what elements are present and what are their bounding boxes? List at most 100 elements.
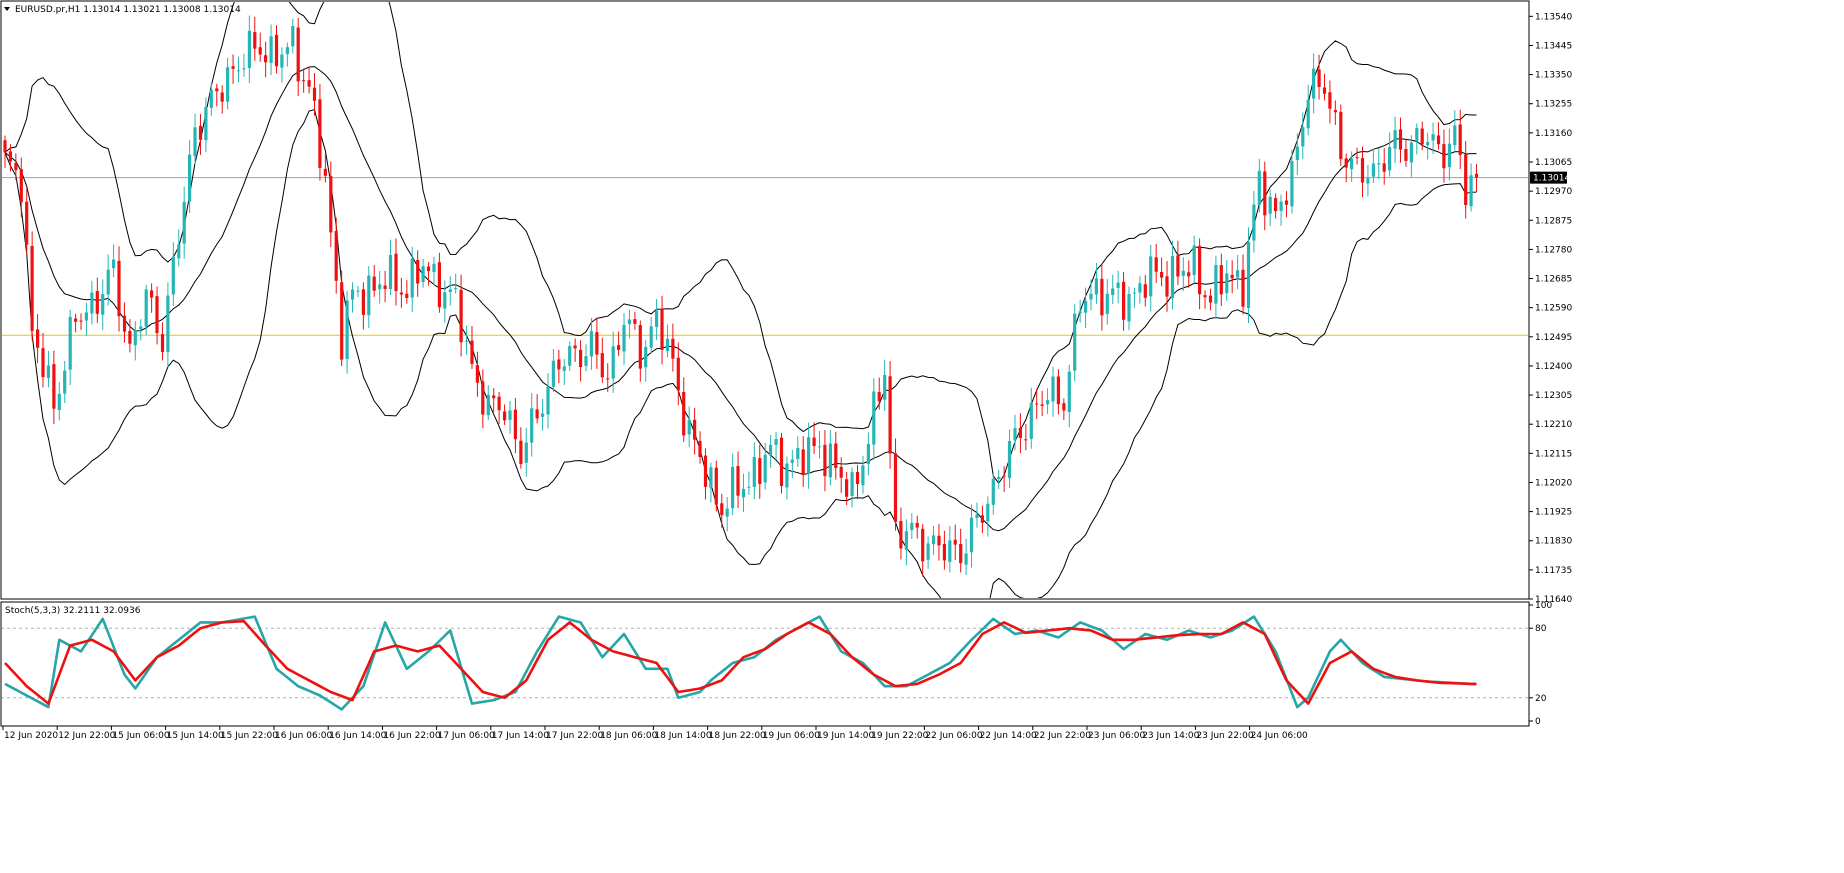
candle <box>530 408 534 443</box>
time-tick-label: 15 Jun 22:00 <box>221 731 278 741</box>
price-tick-label: 1.13540 <box>1535 12 1572 22</box>
candle <box>1415 128 1419 142</box>
candle <box>1404 149 1408 161</box>
candle <box>177 244 181 259</box>
candle <box>812 437 816 447</box>
candle <box>535 409 539 419</box>
candle <box>779 437 784 486</box>
candle <box>63 370 67 394</box>
candle <box>1469 175 1473 207</box>
candle <box>269 36 273 63</box>
candle <box>356 290 360 292</box>
candle <box>1442 144 1446 169</box>
time-tick-label: 12 Jun 22:00 <box>58 731 115 741</box>
candle <box>579 349 583 368</box>
symbol-info-label: EURUSD.pr,H1 1.13014 1.13021 1.13008 1.1… <box>15 5 241 15</box>
candle <box>1056 376 1060 405</box>
candle <box>3 140 7 153</box>
candle <box>1067 371 1071 412</box>
candle <box>1301 127 1305 147</box>
candle <box>291 26 295 47</box>
candle <box>921 528 925 562</box>
candle <box>90 292 94 314</box>
candle <box>562 366 566 371</box>
candle <box>481 381 485 415</box>
candle <box>220 92 224 102</box>
candle <box>416 260 420 284</box>
time-tick-label: 16 Jun 14:00 <box>329 731 386 741</box>
time-tick-label: 23 Jun 22:00 <box>1196 731 1253 741</box>
candle <box>350 289 355 300</box>
candle <box>861 465 865 486</box>
candle <box>551 360 555 387</box>
time-tick-label: 18 Jun 14:00 <box>654 731 711 741</box>
candle <box>139 326 143 330</box>
candle <box>258 47 262 55</box>
candle <box>1170 256 1175 299</box>
candle <box>1398 129 1403 150</box>
candle <box>736 466 740 496</box>
triangle-down-icon[interactable] <box>4 7 10 11</box>
candle <box>122 315 127 332</box>
candle <box>1274 198 1278 212</box>
price-tick-label: 1.12590 <box>1535 304 1572 314</box>
candle <box>188 154 192 202</box>
candle <box>264 55 268 63</box>
candle <box>1002 475 1006 477</box>
candle <box>649 326 653 348</box>
candle <box>1084 300 1088 313</box>
candle <box>709 467 713 488</box>
candle <box>752 457 756 487</box>
candle <box>899 521 903 549</box>
candle <box>1078 311 1082 314</box>
bollinger-lower-band <box>4 108 1477 598</box>
candle <box>378 284 382 290</box>
candle <box>693 419 697 440</box>
candle <box>910 522 914 531</box>
candle <box>112 259 116 269</box>
candle <box>57 393 61 410</box>
candle <box>893 453 898 522</box>
candle <box>280 54 284 68</box>
candle <box>1013 428 1017 441</box>
candle <box>1219 265 1223 295</box>
time-tick-label: 17 Jun 06:00 <box>438 731 495 741</box>
price-plot-area <box>2 2 1528 598</box>
stoch-signal-line <box>4 619 1477 705</box>
candle <box>1024 439 1028 441</box>
candle <box>367 275 371 316</box>
candle <box>524 442 528 463</box>
candle <box>454 288 458 290</box>
time-tick-label: 19 Jun 06:00 <box>763 731 820 741</box>
candle <box>144 289 148 327</box>
candle <box>508 410 512 420</box>
time-tick-label: 19 Jun 14:00 <box>817 731 874 741</box>
candle <box>464 340 469 342</box>
candle <box>1393 130 1397 149</box>
candle <box>193 127 197 157</box>
candle <box>470 340 474 364</box>
indicator-pane[interactable] <box>0 601 1530 727</box>
candle <box>1116 282 1120 288</box>
stochastic-label: Stoch(5,3,3) 32.2111 32.0936 <box>5 606 141 616</box>
price-axis[interactable]: 1.13540 1.13445 1.13350 1.13255 1.13160 1.130… <box>1529 12 1572 605</box>
candle <box>1263 171 1267 216</box>
candle <box>503 411 507 421</box>
candle <box>1409 142 1413 163</box>
candle <box>1122 281 1126 320</box>
stoch-tick-label: 100 <box>1535 601 1552 611</box>
candle <box>1149 256 1153 297</box>
candle <box>198 125 203 140</box>
candle <box>345 300 349 359</box>
candle <box>285 47 289 55</box>
candle <box>486 394 490 416</box>
candle <box>747 486 751 488</box>
price-tick-label: 1.11830 <box>1535 537 1572 547</box>
price-pane[interactable] <box>0 0 1530 600</box>
candle <box>758 458 762 484</box>
candle <box>568 346 572 366</box>
stoch-tick-label: 20 <box>1535 694 1547 704</box>
candle <box>774 439 778 445</box>
